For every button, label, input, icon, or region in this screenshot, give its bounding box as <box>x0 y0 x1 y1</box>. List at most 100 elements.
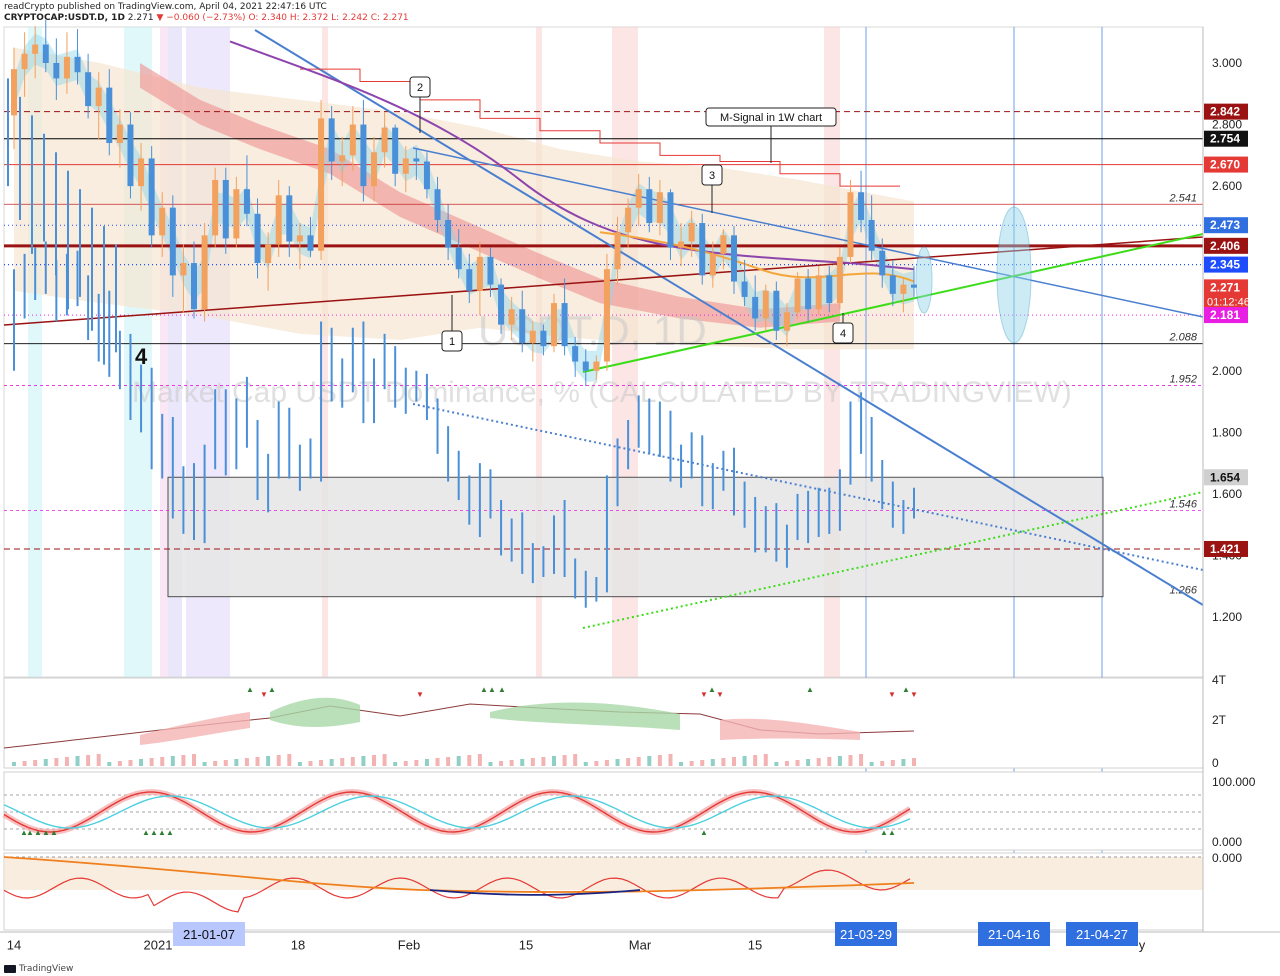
pane2-stoch-d <box>3 795 911 829</box>
volume-bar <box>255 757 260 766</box>
volume-bar <box>149 758 154 766</box>
candle-body <box>656 192 663 224</box>
projection-ellipse <box>915 246 933 314</box>
arrow-down-icon: ▼ <box>416 690 424 699</box>
time-highlight-label: 21-04-27 <box>1076 927 1128 942</box>
candle-body <box>847 192 854 257</box>
pane1-tick: 2T <box>1212 713 1227 727</box>
candle-body <box>127 124 134 187</box>
candle-body <box>762 290 769 319</box>
volume-bar <box>668 754 673 766</box>
volume-bar <box>96 754 101 766</box>
volume-bar <box>43 759 48 766</box>
time-tick: Mar <box>629 938 652 953</box>
chart-header: readCrypto published on TradingView.com,… <box>4 2 409 24</box>
candle-body <box>635 189 642 208</box>
candle-body <box>466 269 473 291</box>
volume-bar <box>244 758 249 766</box>
candle-body <box>551 303 557 347</box>
volume-bar <box>890 760 895 766</box>
volume-bar <box>139 759 144 766</box>
callout-label: 3 <box>709 170 715 182</box>
time-highlight-label: 21-04-16 <box>988 927 1040 942</box>
callout-label: 4 <box>840 328 846 340</box>
volume-bar <box>657 755 662 766</box>
inline-level-label: 2.088 <box>1168 332 1197 344</box>
candle-body <box>911 284 917 288</box>
arrow-up-icon: ▲ <box>246 685 254 694</box>
m-signal-step-line <box>300 68 900 187</box>
volume-bar <box>615 759 620 766</box>
price-tag-label: 2.670 <box>1210 158 1240 172</box>
arrow-up-icon: ▲ <box>268 685 276 694</box>
arrow-up-icon: ▲ <box>50 828 58 837</box>
volume-bar <box>583 762 588 766</box>
volume-bar <box>446 757 451 766</box>
volume-bar <box>54 758 59 766</box>
candle-body <box>508 309 515 325</box>
arrow-up-icon: ▲ <box>20 828 28 837</box>
volume-bar <box>488 762 493 766</box>
candle-body <box>678 241 685 248</box>
time-highlight-label: 21-01-07 <box>183 927 235 942</box>
volume-bar <box>816 758 821 766</box>
trend-line <box>3 236 1204 326</box>
candle-body <box>42 44 49 63</box>
volume-bar <box>647 756 652 766</box>
price-tag-magenta <box>1204 307 1248 324</box>
time-axis: 14 2021 18 Feb 15 Mar 15 y 21-01-07 21-03-29 21-04… <box>0 922 1280 962</box>
callout-box <box>409 76 431 98</box>
candle-body <box>371 152 377 187</box>
candle-body <box>773 290 780 331</box>
candle-body <box>445 219 452 248</box>
arrow-down-icon: ▼ <box>716 690 724 699</box>
volume-bar <box>467 755 472 766</box>
price-tag-label: 2.181 <box>1210 308 1240 322</box>
volume-bar <box>689 761 694 766</box>
volume-bar <box>372 755 376 766</box>
last-price: 2.271 <box>127 13 154 23</box>
symbol-label: CRYPTOCAP:USDT.D, 1D <box>4 13 125 23</box>
trend-line <box>254 29 1204 606</box>
volume-bar <box>700 760 705 766</box>
volume-bar <box>742 756 747 766</box>
price-tag-label: 2.345 <box>1210 258 1240 272</box>
candle-body <box>625 207 632 233</box>
volume-bar <box>160 757 165 766</box>
candle-body <box>180 263 187 276</box>
volume-bar <box>880 761 885 766</box>
volume-bar <box>319 760 324 766</box>
ma-orange-line <box>599 231 915 283</box>
volume-bar <box>329 759 334 766</box>
publish-line: readCrypto published on TradingView.com,… <box>4 2 327 12</box>
price-tag-black <box>1204 130 1248 147</box>
symbol-ohlc-line: CRYPTOCAP:USDT.D, 1D 2.271 ▼ −0.060 (−2.… <box>4 13 409 24</box>
pane1-tick: 4T <box>1212 673 1227 687</box>
candle-body <box>254 213 261 264</box>
callout-label: 2 <box>417 82 423 94</box>
candle-body <box>434 189 441 220</box>
candle-body <box>349 124 356 156</box>
price-axis: 3.0002.8002.6002.4002.2002.0001.8001.600… <box>1202 27 1280 932</box>
indicator-panes: ▲▼▲▼▲ ▲ ▲▼▲▼▲▼▲▼▲▲ ▲ ▲ ▲ ▲ ▲ ▲ ▲ ▲ ▲ ▲ <box>2 677 1204 931</box>
candle-body <box>339 155 346 162</box>
callout-1: 1 <box>441 295 463 352</box>
callout-box <box>701 164 723 186</box>
candle-body <box>95 87 102 107</box>
candle-body <box>826 275 833 304</box>
candle-body <box>540 330 547 347</box>
ma-purple-line <box>229 40 915 271</box>
volume-bar <box>901 759 906 766</box>
m-signal-callout: M-Signal in 1W chart <box>705 107 837 163</box>
volume-bar <box>424 759 429 766</box>
volume-bar <box>679 762 684 766</box>
candle-body <box>572 346 579 362</box>
volume-bar <box>276 755 281 766</box>
candle-body <box>815 275 822 310</box>
inline-level-label: 1.952 <box>1169 374 1197 386</box>
volume-bar <box>64 757 69 766</box>
volume-bar <box>297 762 302 766</box>
arrow-up-icon: ▲ <box>888 828 896 837</box>
